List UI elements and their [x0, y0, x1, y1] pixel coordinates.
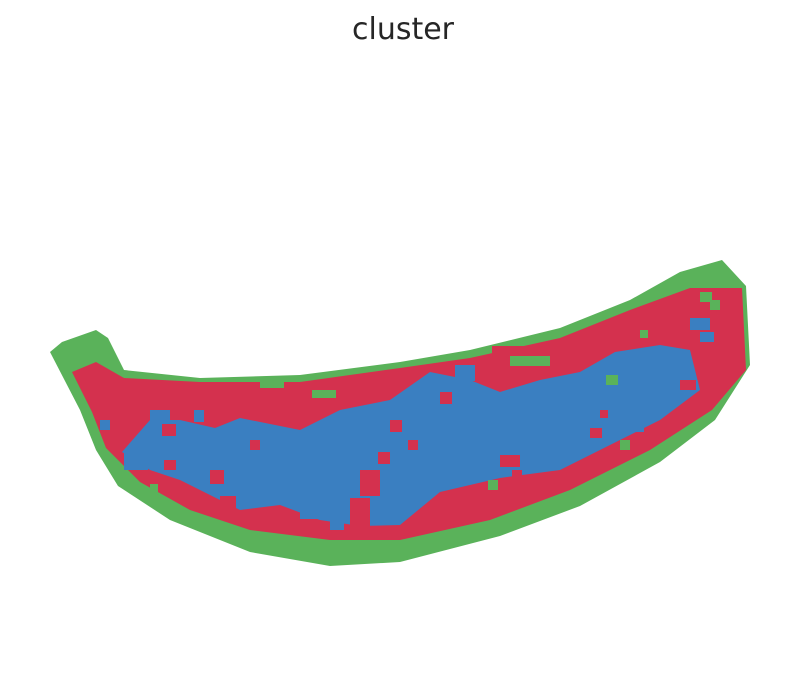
- cluster-cell: [512, 470, 522, 482]
- cluster-cell: [590, 428, 602, 438]
- cluster-cell: [260, 378, 284, 388]
- cluster-cell: [150, 484, 158, 496]
- cluster-regions: [50, 260, 750, 566]
- cluster-speckles: [100, 292, 720, 530]
- cluster-cell: [260, 470, 280, 486]
- cluster-cell: [606, 375, 618, 385]
- cluster-cell: [164, 460, 176, 470]
- cluster-cell: [640, 330, 648, 338]
- cluster-cell: [100, 420, 110, 430]
- cluster-cell: [390, 420, 402, 432]
- cluster-cell: [360, 470, 380, 496]
- cluster-cell: [220, 496, 236, 514]
- cluster-cell: [330, 520, 344, 530]
- cluster-cell: [300, 505, 320, 519]
- cluster-cell: [378, 452, 390, 464]
- cluster-cell: [600, 410, 608, 418]
- cluster-cell: [312, 390, 336, 398]
- cluster-cell: [492, 346, 532, 356]
- cluster-cell: [196, 430, 204, 440]
- cluster-cell: [162, 424, 176, 436]
- cluster-cell: [194, 410, 204, 422]
- cluster-cell: [710, 300, 720, 310]
- cluster-cell: [124, 452, 148, 470]
- cluster-cell: [700, 332, 714, 342]
- cluster-cell: [455, 365, 475, 381]
- cluster-cell: [500, 455, 520, 467]
- cluster-cell: [408, 440, 418, 450]
- cluster-cell: [510, 356, 550, 366]
- chart-title: cluster: [351, 12, 455, 47]
- cluster-cell: [680, 380, 696, 390]
- cluster-cell: [630, 420, 644, 432]
- cluster-cell: [700, 292, 712, 302]
- cluster-cell: [620, 440, 630, 450]
- cluster-cell: [210, 470, 224, 484]
- cluster-cell: [560, 400, 580, 430]
- cluster-cell: [350, 498, 370, 528]
- cluster-cell: [180, 450, 210, 462]
- cluster-cell: [440, 392, 452, 404]
- cluster-cell: [540, 392, 560, 406]
- cluster-cell: [650, 400, 662, 410]
- cluster-cell: [488, 480, 498, 490]
- cluster-cell: [690, 318, 710, 330]
- cluster-cell: [250, 440, 260, 450]
